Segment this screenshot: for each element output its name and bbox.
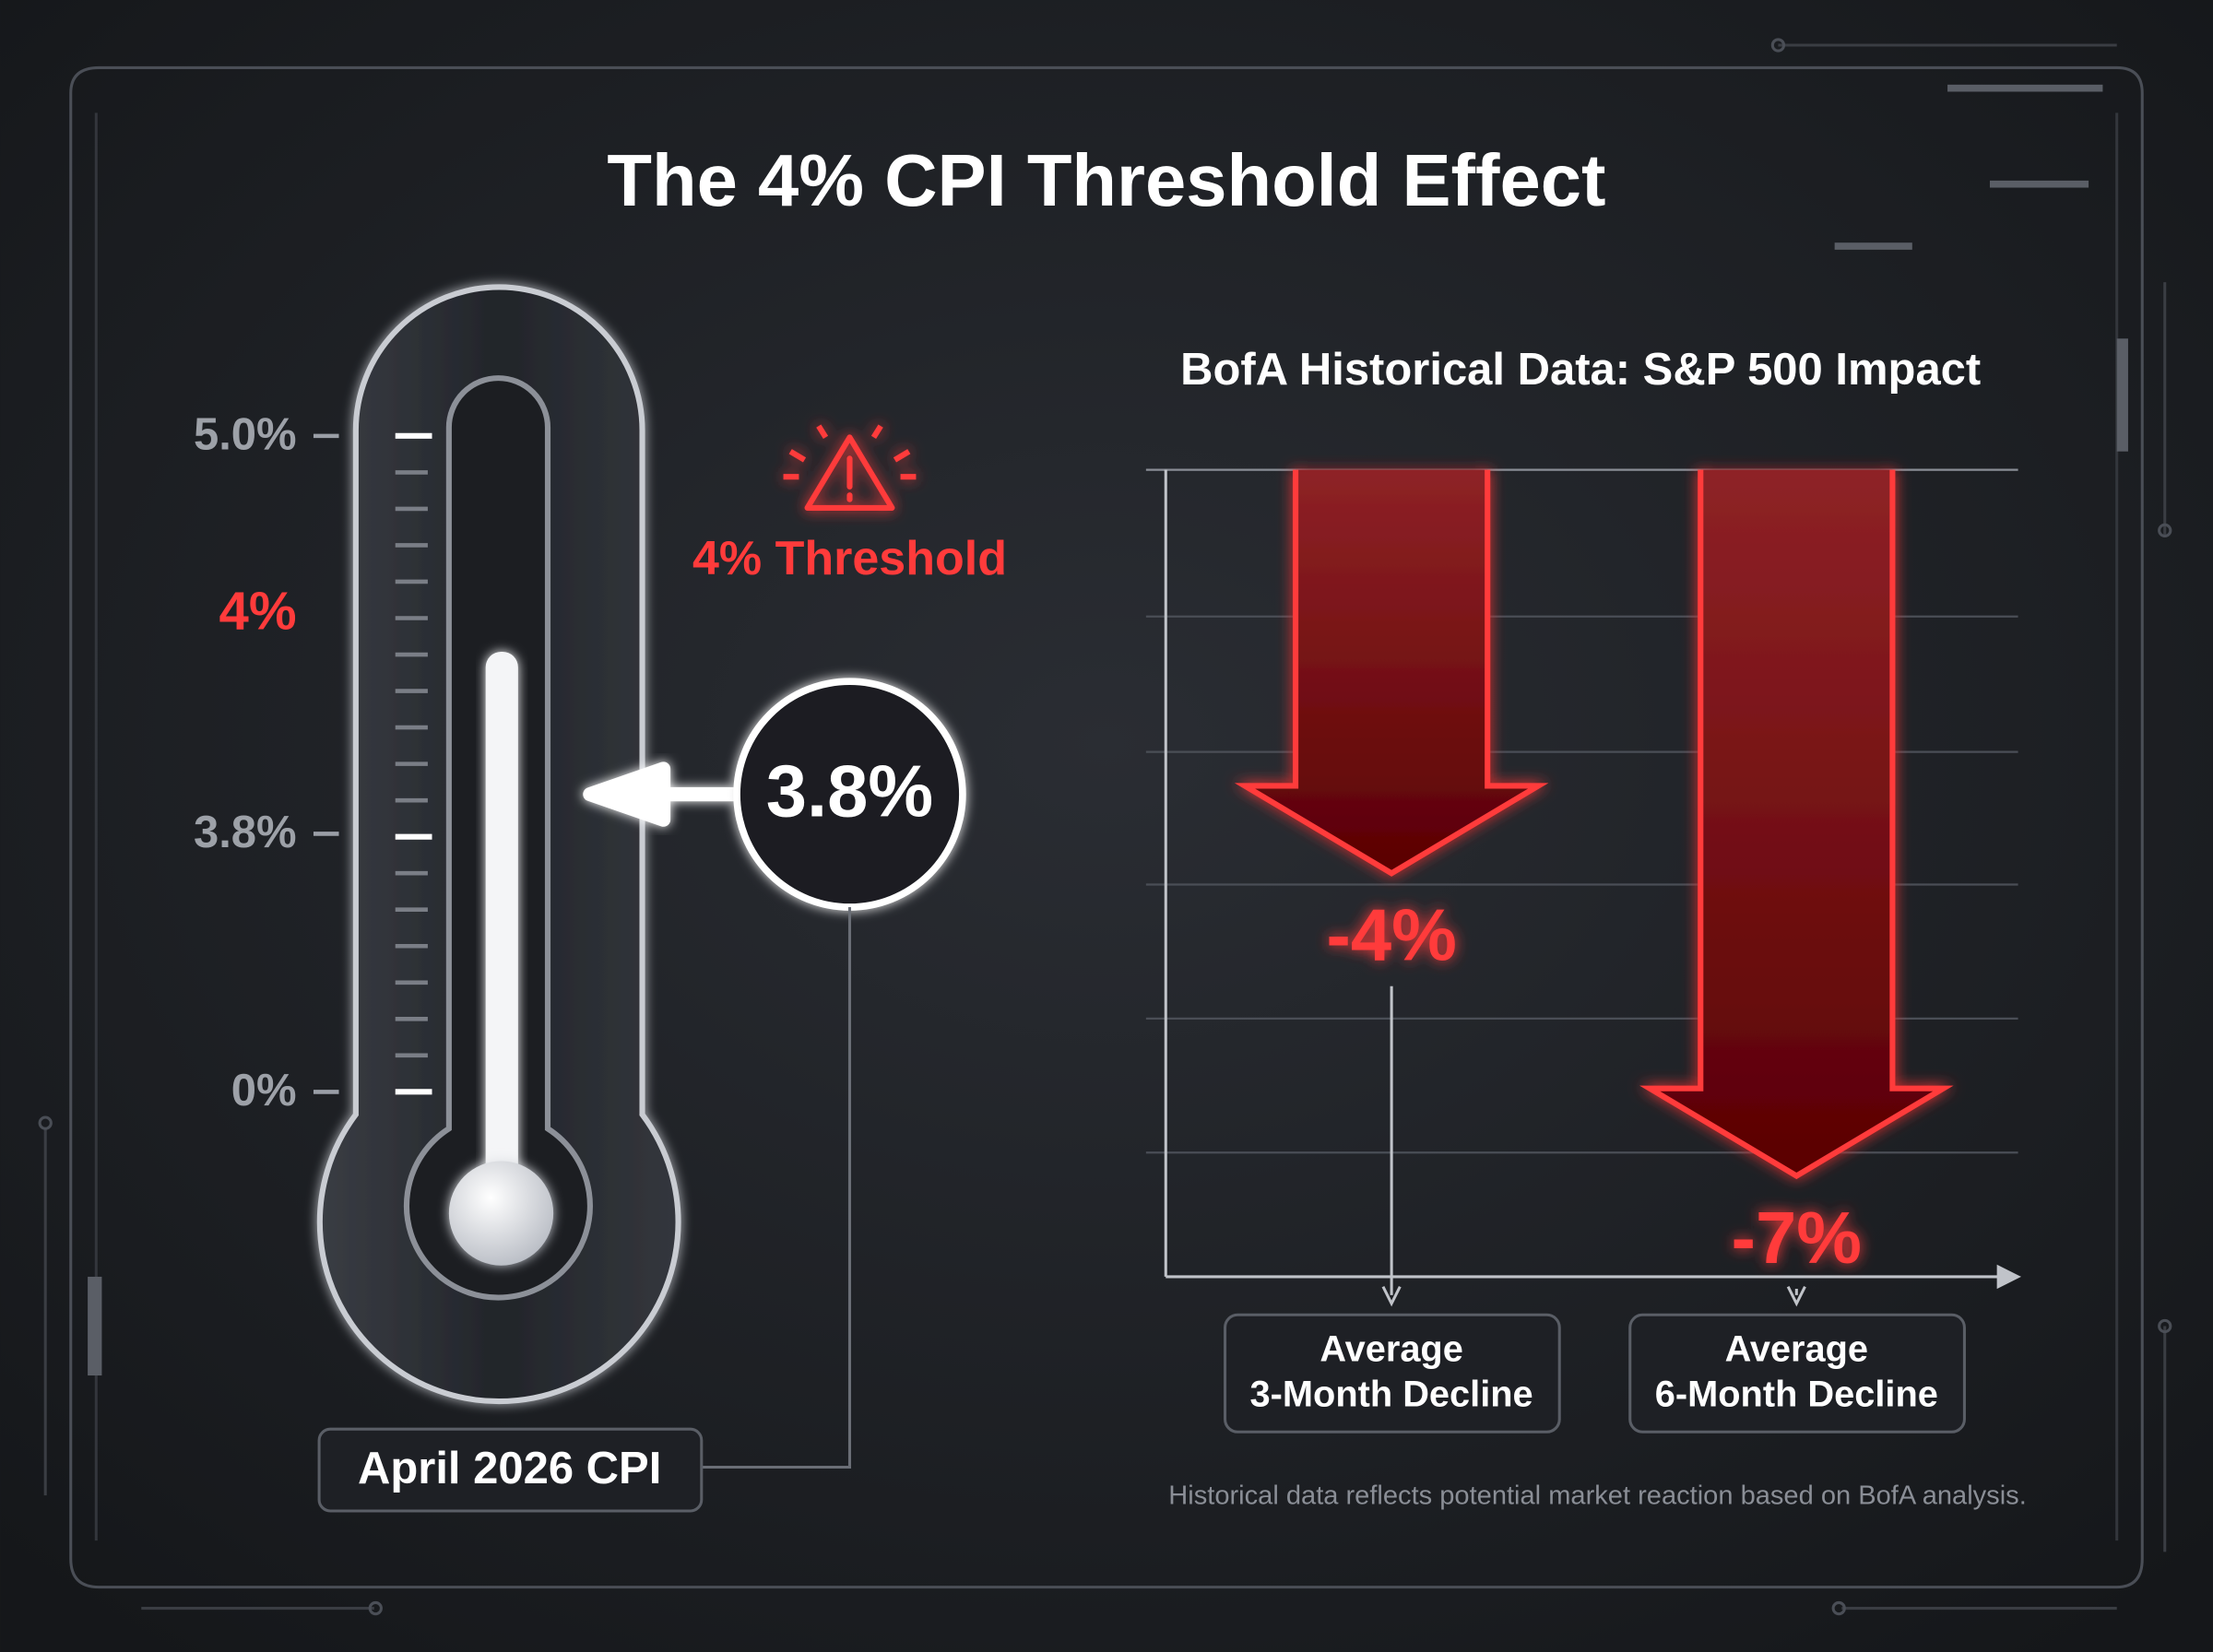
category-label: 3-Month Decline [1250,1375,1533,1415]
mercury [485,652,518,1186]
reading-value: 3.8% [766,750,933,832]
decor-bars [88,84,2128,1376]
caption: April 2026 CPI [358,1444,661,1493]
scale-label-threshold: 4% [219,582,297,642]
axes [1164,469,2022,1290]
value-label: -4% [1326,894,1457,976]
chart-title: BofA Historical Data: S&P 500 Impact [1180,345,1981,395]
label-connector [1786,1285,1806,1307]
threshold-label: 4% Threshold [692,532,1007,585]
category-box [1628,1313,1966,1434]
pointer-arrow [583,761,734,827]
warning-icon [783,424,917,511]
category-label: Average [1320,1329,1462,1370]
scale-label: 0% [231,1066,297,1115]
category-box [1224,1313,1561,1434]
category-label: Average [1725,1329,1868,1370]
title: The 4% CPI Threshold Effect [607,139,1605,221]
connector [701,906,852,1469]
scale-label: 3.8% [194,808,297,857]
decline-arrow [1234,469,1549,877]
thermometer [313,284,681,1405]
chart-note: Historical data reflects potential marke… [1168,1481,2026,1510]
value-label: -7% [1732,1197,1863,1279]
scale-label: 5.0% [194,409,297,459]
label-connector [1381,985,1402,1307]
caption-box [317,1427,704,1513]
decline-arrow [1639,469,1954,1180]
scale-dashes [313,433,339,1094]
category-label: 6-Month Decline [1655,1375,1938,1415]
bulb [448,1161,554,1266]
thermometer-ticks [395,432,432,1095]
